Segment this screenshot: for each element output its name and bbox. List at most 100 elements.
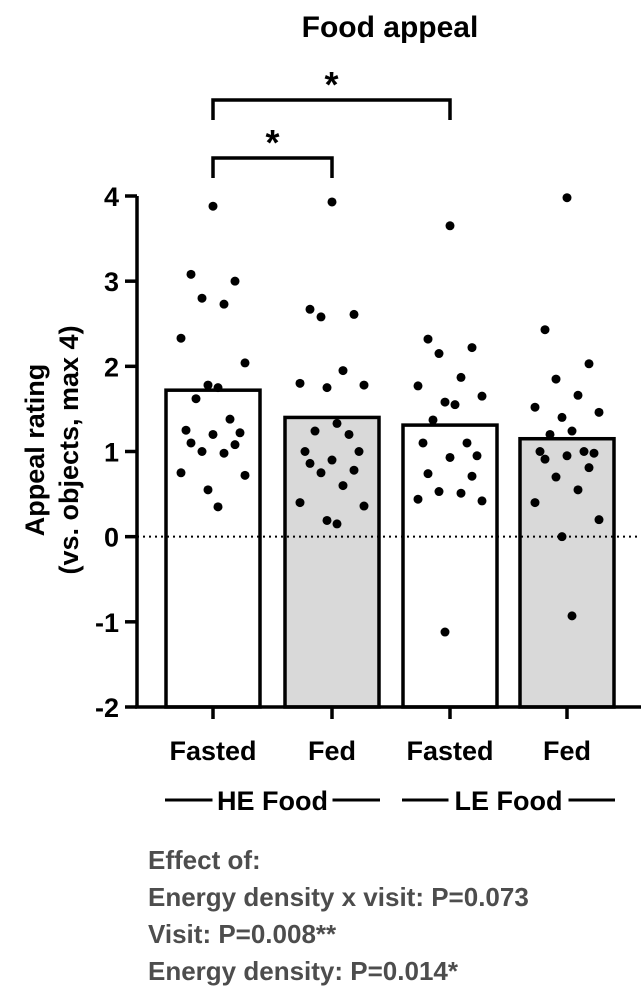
data-point <box>230 276 240 286</box>
data-point <box>327 455 337 465</box>
data-point <box>197 447 207 456</box>
data-point <box>349 465 359 475</box>
group-label: HE Food <box>217 786 328 816</box>
data-point <box>540 325 550 335</box>
data-point <box>434 487 444 497</box>
data-point <box>197 293 207 303</box>
data-point <box>413 494 423 504</box>
data-point <box>594 515 604 525</box>
data-point <box>186 269 196 279</box>
data-point <box>477 496 487 506</box>
data-point <box>219 299 229 309</box>
x-tick-label: Fasted <box>169 736 256 766</box>
data-point <box>295 498 305 508</box>
data-point <box>445 221 455 231</box>
data-point <box>219 448 229 458</box>
data-point <box>562 451 572 461</box>
data-point <box>208 201 218 211</box>
data-point <box>235 428 245 438</box>
data-point <box>567 426 577 436</box>
data-point <box>472 451 482 461</box>
data-point <box>176 468 186 478</box>
y-axis-label-line2: (vs. objects, max 4) <box>54 325 84 574</box>
y-tick-label: 1 <box>104 438 119 468</box>
data-point <box>440 627 450 637</box>
stats-line-interaction: Energy density x visit: P=0.073 <box>148 882 529 912</box>
data-point <box>208 429 218 439</box>
data-point <box>423 469 433 479</box>
data-point <box>462 438 472 448</box>
y-axis-label-line1: Appeal rating <box>20 364 50 537</box>
y-tick-label: -1 <box>95 608 119 638</box>
significance-bracket <box>211 98 452 120</box>
data-point <box>344 429 354 439</box>
data-point <box>338 481 348 491</box>
data-point <box>305 304 315 314</box>
data-point <box>573 485 583 495</box>
stats-line-visit: Visit: P=0.008** <box>148 919 337 949</box>
data-point <box>191 394 201 404</box>
data-point <box>467 343 477 353</box>
data-point <box>316 312 326 322</box>
y-tick-label: 3 <box>104 267 119 297</box>
data-point <box>456 488 466 498</box>
data-point <box>332 519 342 529</box>
data-point <box>176 333 186 343</box>
data-point <box>584 463 594 473</box>
data-point <box>477 391 487 401</box>
data-point <box>322 515 332 525</box>
chart: Food appeal Appeal rating (vs. objects, … <box>20 11 641 816</box>
data-point <box>467 471 477 481</box>
data-point <box>240 358 250 368</box>
data-point <box>332 418 342 428</box>
data-point <box>338 366 348 376</box>
data-point <box>310 426 320 436</box>
stats-line-energy-density: Energy density: P=0.014* <box>148 956 458 986</box>
data-point <box>322 383 332 393</box>
chart-title: Food appeal <box>302 11 479 44</box>
data-point <box>530 498 540 508</box>
data-point <box>300 447 310 456</box>
data-point <box>213 502 223 512</box>
y-tick-label: -2 <box>95 693 119 723</box>
data-point <box>551 374 561 384</box>
data-point <box>418 438 428 448</box>
bar-1 <box>283 415 381 709</box>
data-point <box>573 390 583 400</box>
data-point <box>203 485 213 495</box>
data-point <box>305 458 315 468</box>
stats-block: Effect of: Energy density x visit: P=0.0… <box>148 842 529 990</box>
data-point <box>450 400 460 410</box>
data-point <box>535 447 545 456</box>
x-tick-label: Fed <box>308 736 356 766</box>
data-point <box>225 414 235 424</box>
data-point <box>540 454 550 464</box>
data-point <box>456 372 466 382</box>
data-point <box>434 349 444 359</box>
x-tick-label: Fed <box>543 736 591 766</box>
data-point <box>316 468 326 478</box>
data-point <box>295 378 305 388</box>
stats-heading: Effect of: <box>148 845 261 875</box>
significance-bracket <box>211 156 334 178</box>
data-point <box>567 611 577 621</box>
data-point <box>203 380 213 390</box>
data-point <box>349 309 359 319</box>
data-point <box>589 448 599 458</box>
significance-star: * <box>265 122 279 163</box>
data-point <box>579 447 589 456</box>
data-point <box>181 425 191 435</box>
data-point <box>213 383 223 393</box>
bar-2 <box>401 423 499 709</box>
data-point <box>594 407 604 417</box>
data-point <box>551 472 561 482</box>
significance-star: * <box>324 64 338 105</box>
data-point <box>413 381 423 391</box>
data-point <box>359 501 369 511</box>
data-point <box>359 380 369 390</box>
data-point <box>557 412 567 422</box>
bar-3 <box>518 436 616 709</box>
bar-0 <box>164 388 262 709</box>
data-point <box>530 402 540 412</box>
data-point <box>562 193 572 203</box>
